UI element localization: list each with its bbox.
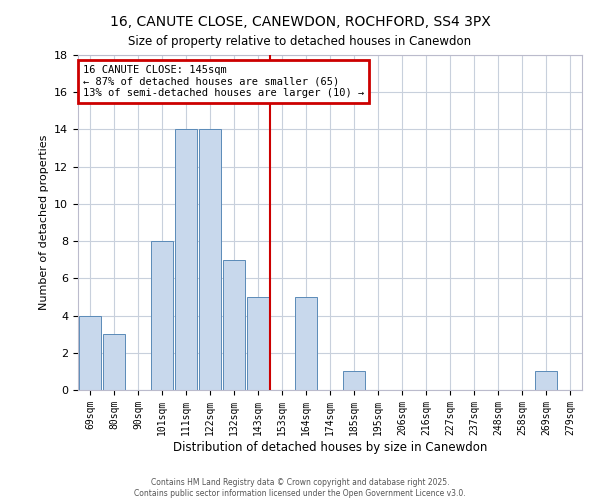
- Y-axis label: Number of detached properties: Number of detached properties: [38, 135, 49, 310]
- Text: 16 CANUTE CLOSE: 145sqm
← 87% of detached houses are smaller (65)
13% of semi-de: 16 CANUTE CLOSE: 145sqm ← 87% of detache…: [83, 65, 364, 98]
- Bar: [151, 241, 173, 390]
- Bar: [247, 297, 269, 390]
- Bar: [535, 372, 557, 390]
- Bar: [103, 334, 125, 390]
- Bar: [79, 316, 101, 390]
- X-axis label: Distribution of detached houses by size in Canewdon: Distribution of detached houses by size …: [173, 440, 487, 454]
- Bar: [199, 130, 221, 390]
- Text: Size of property relative to detached houses in Canewdon: Size of property relative to detached ho…: [128, 35, 472, 48]
- Bar: [343, 372, 365, 390]
- Text: 16, CANUTE CLOSE, CANEWDON, ROCHFORD, SS4 3PX: 16, CANUTE CLOSE, CANEWDON, ROCHFORD, SS…: [110, 15, 490, 29]
- Text: Contains HM Land Registry data © Crown copyright and database right 2025.
Contai: Contains HM Land Registry data © Crown c…: [134, 478, 466, 498]
- Bar: [175, 130, 197, 390]
- Bar: [295, 297, 317, 390]
- Bar: [223, 260, 245, 390]
